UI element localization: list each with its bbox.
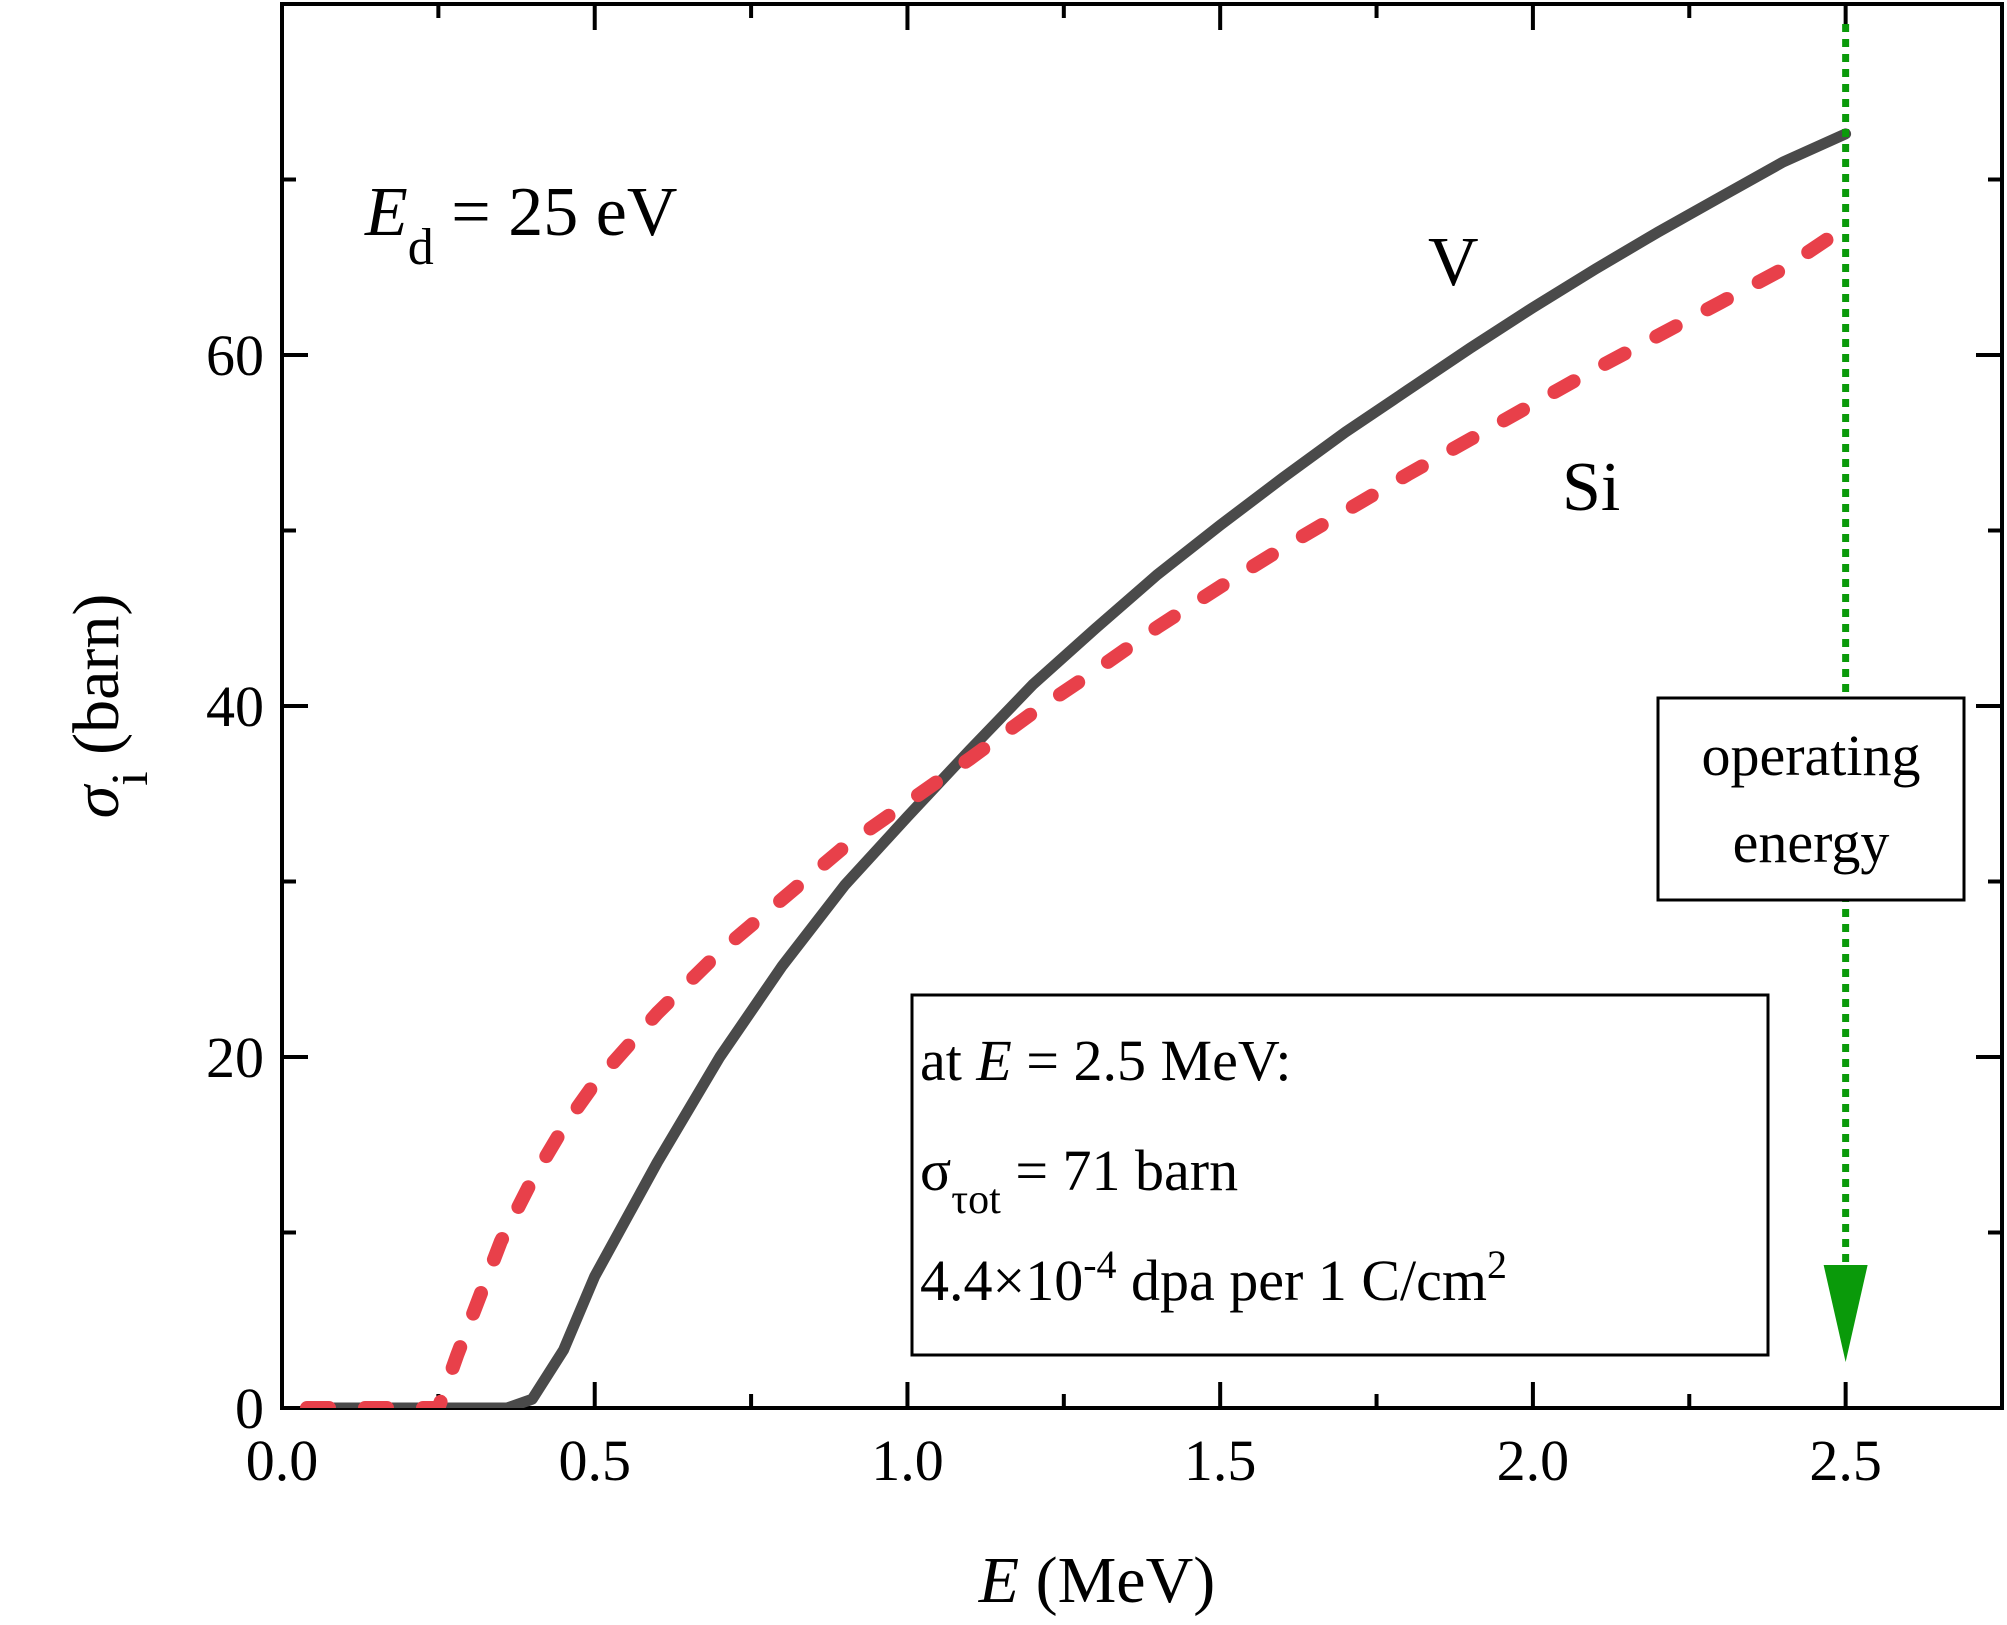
x-axis-title: E (MeV) [978, 1544, 1215, 1617]
operating-energy-box [1656, 696, 1966, 902]
operating-energy-label-line1: operating [1701, 723, 1920, 788]
x-tick-label: 2.5 [1809, 1428, 1882, 1493]
displacement-energy-label: Ed = 25 eV [364, 174, 677, 276]
series-line-v [301, 128, 1852, 1408]
x-axis: 0.0 0.5 1.0 1.5 2.0 2.5 [246, 4, 2004, 1493]
series-label-v: V [1428, 224, 1479, 301]
y-tick-label: 20 [206, 1025, 264, 1090]
y-tick-label: 0 [235, 1376, 264, 1441]
operating-energy-arrow [1823, 1265, 1868, 1362]
x-tick-label: 2.0 [1497, 1428, 1570, 1493]
operating-energy-label-line2: energy [1733, 810, 1890, 875]
x-tick-label: 1.0 [871, 1428, 944, 1493]
y-tick-label: 60 [206, 323, 264, 388]
info-line-dpa: 4.4×10-4 dpa per 1 C/cm2 [920, 1242, 1507, 1314]
series-line-si [300, 219, 1853, 1408]
y-tick-label: 40 [206, 674, 264, 739]
y-axis: 0 20 40 60 [206, 177, 2002, 1441]
y-axis-title: σi (barn) [60, 594, 159, 819]
x-tick-label: 0.5 [558, 1428, 631, 1493]
x-tick-label: 0.0 [246, 1428, 319, 1493]
series-label-si: Si [1562, 449, 1620, 526]
info-line-energy: at E = 2.5 MeV: [920, 1028, 1292, 1093]
info-box [910, 993, 1770, 1357]
x-tick-label: 1.5 [1184, 1428, 1257, 1493]
info-line-cross-section: στot = 71 barn [920, 1138, 1238, 1223]
